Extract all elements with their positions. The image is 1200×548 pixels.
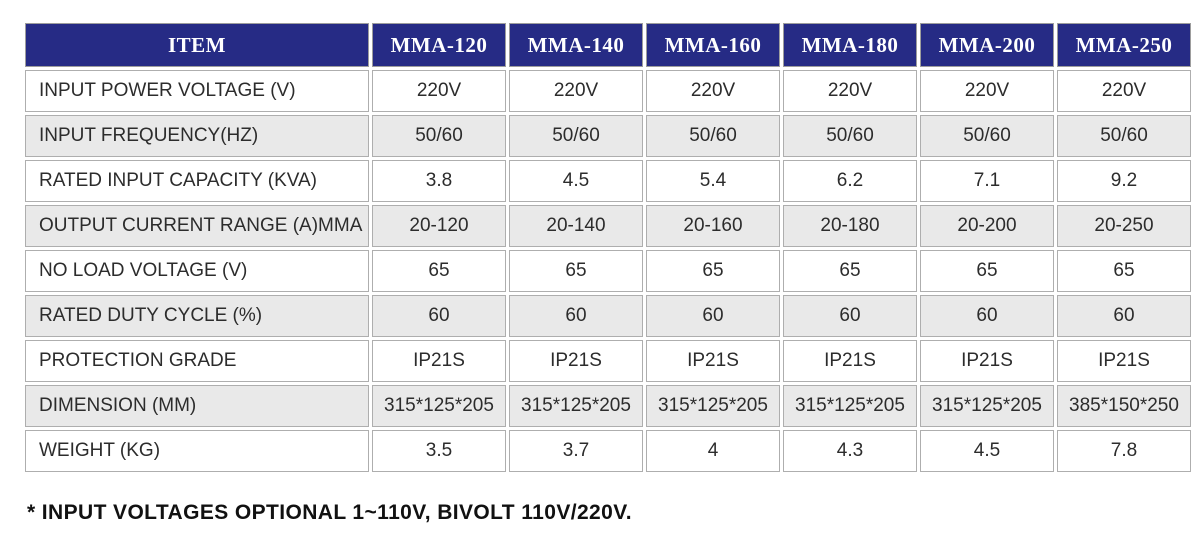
footnote: * INPUT VOLTAGES OPTIONAL 1~110V, BIVOLT…: [27, 501, 632, 524]
spec-value-cell: 20-200: [920, 205, 1054, 247]
model-column-header: MMA-250: [1057, 23, 1191, 67]
spec-value-cell: 20-250: [1057, 205, 1191, 247]
spec-row-label: NO LOAD VOLTAGE (V): [25, 250, 369, 292]
spec-value-cell: 220V: [372, 70, 506, 112]
spec-row: RATED DUTY CYCLE (%) 60 60 60 60 60 60: [25, 295, 1191, 337]
spec-table-body: INPUT POWER VOLTAGE (V) 220V 220V 220V 220V 2…: [25, 70, 1191, 472]
spec-row: NO LOAD VOLTAGE (V) 65 65 65 65 65 65: [25, 250, 1191, 292]
spec-value-cell: 220V: [646, 70, 780, 112]
spec-value-cell: 20-140: [509, 205, 643, 247]
spec-value-cell: IP21S: [372, 340, 506, 382]
spec-value-cell: IP21S: [646, 340, 780, 382]
spec-value-cell: 3.7: [509, 430, 643, 472]
spec-value-cell: 5.4: [646, 160, 780, 202]
spec-value-cell: 4: [646, 430, 780, 472]
spec-value-cell: IP21S: [920, 340, 1054, 382]
spec-table-head: ITEM MMA-120 MMA-140 MMA-160 MMA-180 MMA-200 M…: [25, 23, 1191, 67]
spec-value-cell: 4.5: [509, 160, 643, 202]
item-column-header: ITEM: [25, 23, 369, 67]
spec-row: OUTPUT CURRENT RANGE (A)MMA 20-120 20-140 2…: [25, 205, 1191, 247]
spec-value-cell: 50/60: [1057, 115, 1191, 157]
spec-value-cell: 4.5: [920, 430, 1054, 472]
spec-value-cell: 6.2: [783, 160, 917, 202]
spec-value-cell: 220V: [920, 70, 1054, 112]
spec-value-cell: 60: [509, 295, 643, 337]
spec-row: PROTECTION GRADE IP21S IP21S IP21S IP21S IP21…: [25, 340, 1191, 382]
spec-value-cell: 315*125*205: [646, 385, 780, 427]
spec-row-label: RATED DUTY CYCLE (%): [25, 295, 369, 337]
spec-value-cell: 220V: [783, 70, 917, 112]
spec-value-cell: 60: [783, 295, 917, 337]
spec-value-cell: 50/60: [372, 115, 506, 157]
spec-table: ITEM MMA-120 MMA-140 MMA-160 MMA-180 MMA-200 M…: [22, 20, 1194, 475]
spec-row-label: PROTECTION GRADE: [25, 340, 369, 382]
spec-value-cell: 60: [372, 295, 506, 337]
spec-value-cell: 315*125*205: [783, 385, 917, 427]
spec-value-cell: 315*125*205: [509, 385, 643, 427]
spec-row: RATED INPUT CAPACITY (KVA) 3.8 4.5 5.4 6.2 7.…: [25, 160, 1191, 202]
model-column-header: MMA-180: [783, 23, 917, 67]
model-column-header: MMA-140: [509, 23, 643, 67]
spec-row-label: OUTPUT CURRENT RANGE (A)MMA: [25, 205, 369, 247]
spec-value-cell: 385*150*250: [1057, 385, 1191, 427]
model-column-header: MMA-160: [646, 23, 780, 67]
spec-row: INPUT FREQUENCY(HZ) 50/60 50/60 50/60 50/60 5…: [25, 115, 1191, 157]
spec-value-cell: 60: [1057, 295, 1191, 337]
spec-value-cell: 220V: [509, 70, 643, 112]
spec-value-cell: 9.2: [1057, 160, 1191, 202]
spec-value-cell: IP21S: [1057, 340, 1191, 382]
spec-value-cell: 220V: [1057, 70, 1191, 112]
spec-row-label: RATED INPUT CAPACITY (KVA): [25, 160, 369, 202]
spec-value-cell: 50/60: [920, 115, 1054, 157]
header-row: ITEM MMA-120 MMA-140 MMA-160 MMA-180 MMA-200 M…: [25, 23, 1191, 67]
spec-value-cell: 65: [509, 250, 643, 292]
spec-row: WEIGHT (KG) 3.5 3.7 4 4.3 4.5 7.8: [25, 430, 1191, 472]
spec-value-cell: 315*125*205: [920, 385, 1054, 427]
spec-row-label: INPUT FREQUENCY(HZ): [25, 115, 369, 157]
spec-row: DIMENSION (MM) 315*125*205 315*125*205 315*…: [25, 385, 1191, 427]
spec-value-cell: 7.1: [920, 160, 1054, 202]
spec-value-cell: 50/60: [783, 115, 917, 157]
spec-value-cell: 50/60: [509, 115, 643, 157]
spec-value-cell: IP21S: [509, 340, 643, 382]
spec-value-cell: 20-160: [646, 205, 780, 247]
spec-value-cell: 65: [372, 250, 506, 292]
spec-value-cell: 65: [783, 250, 917, 292]
spec-row-label: DIMENSION (MM): [25, 385, 369, 427]
spec-row-label: WEIGHT (KG): [25, 430, 369, 472]
spec-value-cell: 65: [1057, 250, 1191, 292]
spec-value-cell: 50/60: [646, 115, 780, 157]
spec-value-cell: 7.8: [1057, 430, 1191, 472]
spec-value-cell: IP21S: [783, 340, 917, 382]
spec-value-cell: 3.8: [372, 160, 506, 202]
spec-value-cell: 65: [646, 250, 780, 292]
model-column-header: MMA-120: [372, 23, 506, 67]
spec-value-cell: 4.3: [783, 430, 917, 472]
spec-value-cell: 20-120: [372, 205, 506, 247]
model-column-header: MMA-200: [920, 23, 1054, 67]
spec-value-cell: 3.5: [372, 430, 506, 472]
spec-value-cell: 60: [920, 295, 1054, 337]
spec-value-cell: 315*125*205: [372, 385, 506, 427]
spec-row-label: INPUT POWER VOLTAGE (V): [25, 70, 369, 112]
spec-value-cell: 65: [920, 250, 1054, 292]
spec-value-cell: 60: [646, 295, 780, 337]
spec-value-cell: 20-180: [783, 205, 917, 247]
spec-row: INPUT POWER VOLTAGE (V) 220V 220V 220V 220V 2…: [25, 70, 1191, 112]
